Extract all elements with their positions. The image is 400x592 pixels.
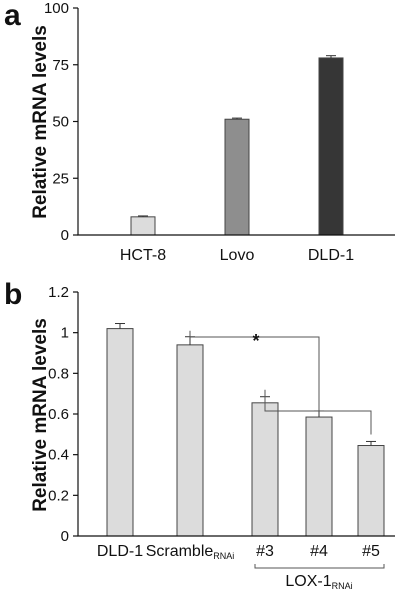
panel-b-bar [305, 416, 333, 537]
panel-a-bars [130, 55, 344, 236]
panel-a-axes [77, 8, 395, 236]
significance-star: * [252, 331, 259, 351]
panel-b-category-label: #4 [310, 543, 328, 560]
panel-a-label: a [4, 0, 21, 32]
category-main-text: #4 [310, 543, 328, 560]
panel-a-y-tick-label: 50 [52, 114, 69, 131]
panel-b-y-tick-label: 0.2 [48, 487, 69, 504]
panel-b-y-tick-label: 0.6 [48, 406, 69, 423]
panel-a-y-tick-label: 75 [52, 57, 69, 74]
group-underline-bracket [254, 564, 385, 569]
group-label: LOX-1RNAi [285, 573, 352, 591]
panel-b-category-label: #5 [362, 543, 380, 560]
panel-a-y-tick-label: 0 [61, 227, 69, 244]
group-label-subscript: RNAi [332, 581, 353, 591]
panel-b-bar [106, 328, 134, 537]
panel-b-category-label: #3 [256, 543, 274, 560]
panel-b-y-ticks: 0 0.2 0.4 0.6 0.8 1 1.2 [48, 284, 78, 545]
panel-a-y-ticks: 0 25 50 75 100 [44, 0, 78, 244]
panel-b-label: b [4, 278, 22, 311]
panel-a-category-label: DLD-1 [308, 247, 354, 264]
panel-b-y-tick-label: 0.8 [48, 365, 69, 382]
panel-a-y-axis-label: Relative mRNA levels [30, 25, 51, 219]
panel-b-bar [251, 402, 279, 537]
panel-a-category-label: HCT-8 [120, 247, 166, 264]
category-main-text: DLD-1 [97, 543, 143, 560]
panel-a-bar [130, 216, 156, 236]
lox1-group-bracket [264, 389, 372, 435]
panel-a-y-tick-label: 100 [44, 0, 69, 17]
panel-b-y-tick-label: 0 [61, 528, 69, 545]
panel-b-y-axis-label: Relative mRNA levels [30, 318, 51, 512]
panel-b-y-tick-label: 1 [61, 325, 69, 342]
panel-b-bar [176, 344, 204, 537]
category-subscript: RNAi [213, 551, 234, 561]
comparison-bracket [189, 330, 320, 411]
panel-b-y-tick-label: 1.2 [48, 284, 69, 301]
panel-b: b Relative mRNA levels 0 0.2 0.4 0.6 0.8 1 1.2… [4, 278, 395, 591]
group-label-main: LOX-1 [285, 573, 331, 590]
panel-b-categories: DLD-1 ScrambleRNAi #3 #4 #5 [97, 543, 380, 561]
panel-b-bar [357, 445, 385, 537]
panel-b-annotations: *LOX-1RNAi [189, 330, 385, 591]
panel-b-category-label: ScrambleRNAi [146, 543, 235, 561]
panel-b-bars [106, 323, 385, 537]
panel-b-y-tick-label: 0.4 [48, 447, 69, 464]
category-main-text: #3 [256, 543, 274, 560]
panel-a-y-tick-label: 25 [52, 170, 69, 187]
panel-a-bar [224, 118, 250, 236]
panel-a: a Relative mRNA levels 0 25 50 75 100 HCT-8 L… [4, 0, 395, 264]
panel-a-categories: HCT-8 Lovo DLD-1 [120, 247, 354, 264]
category-main-text: #5 [362, 543, 380, 560]
panel-a-category-label: Lovo [220, 247, 255, 264]
panel-b-category-label: DLD-1 [97, 543, 143, 560]
panel-b-axes [77, 292, 395, 537]
panel-a-bar [318, 57, 344, 236]
category-main-text: Scramble [146, 543, 214, 560]
